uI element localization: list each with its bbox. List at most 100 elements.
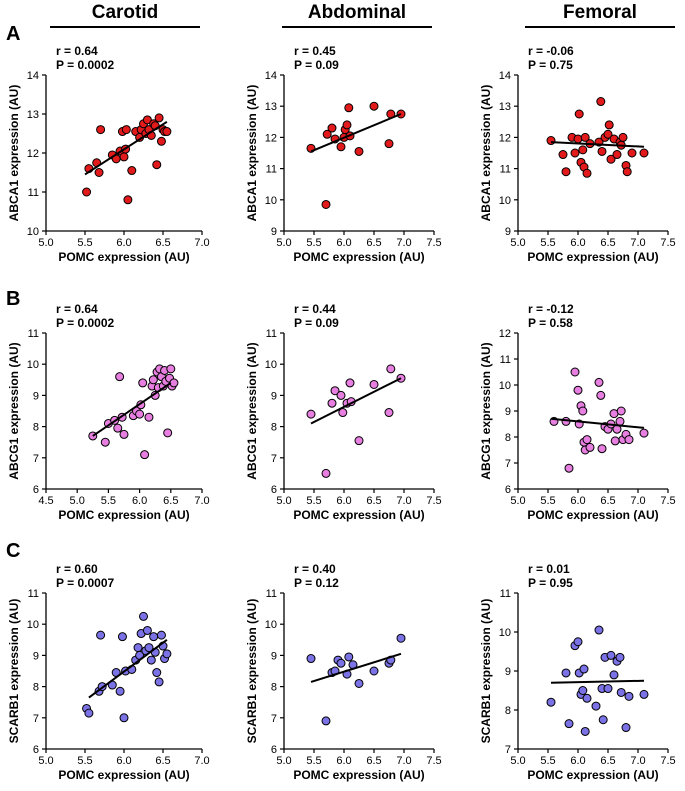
y-axis-label: ABCG1 expression (AU) (479, 342, 493, 479)
x-tick-label: 5.0 (510, 237, 525, 249)
data-point (570, 367, 580, 377)
panel-B-femoral: r = -0.12P = 0.58 6 7 8 9 10 11 12 5.0 5.5 6.0 6.5 7… (479, 302, 676, 522)
y-tick-label: 6 (271, 484, 277, 496)
data-point (573, 637, 583, 647)
data-point (396, 633, 406, 643)
data-point (156, 630, 166, 640)
x-axis-label: POMC expression (AU) (527, 250, 658, 264)
data-point (615, 652, 625, 662)
x-tick-label: 7.5 (426, 495, 441, 507)
y-tick-label: 8 (505, 432, 511, 444)
data-point (597, 444, 607, 454)
r-value: r = -0.12 (528, 302, 574, 316)
regression-line (92, 382, 172, 437)
regression-line (84, 120, 168, 176)
row-label-b: B (6, 288, 20, 310)
x-tick-label: 5.5 (306, 495, 321, 507)
data-point (624, 691, 634, 701)
data-point (582, 435, 592, 445)
x-tick-label: 6.0 (336, 495, 351, 507)
regression-line (550, 141, 645, 148)
y-tick-label: 11 (266, 164, 277, 176)
row-label-c: C (6, 540, 20, 562)
data-point (618, 132, 628, 142)
panel-C-carotid: r = 0.60P = 0.0007 6 7 8 9 10 11 5.0 5.5 6.0 6.5 7.… (7, 562, 210, 782)
x-tick-label: 6.0 (116, 755, 131, 767)
data-point (306, 409, 316, 419)
x-tick-label: 7.0 (194, 237, 209, 249)
y-tick-label: 7 (505, 744, 511, 756)
data-point (354, 146, 364, 156)
y-tick-label: 6 (505, 484, 511, 496)
data-point (322, 129, 332, 139)
data-point (154, 677, 164, 687)
y-tick-label: 11 (500, 164, 511, 176)
data-point (82, 187, 92, 197)
data-point (639, 689, 649, 699)
y-tick-label: 13 (27, 109, 39, 121)
y-tick-label: 8 (33, 422, 39, 434)
data-point (621, 723, 631, 733)
data-point (115, 686, 125, 696)
y-axis-label: SCARB1 expression (AU) (7, 599, 21, 744)
data-point (119, 429, 129, 439)
data-point (578, 145, 588, 155)
data-point (627, 148, 637, 158)
y-tick-label: 12 (265, 132, 277, 144)
p-value: P = 0.0002 (56, 58, 114, 72)
regression-line (310, 652, 402, 683)
y-tick-label: 11 (28, 588, 39, 600)
y-axis-label: ABCA1 expression (AU) (7, 85, 21, 222)
data-point (321, 716, 331, 726)
data-point (117, 632, 127, 642)
data-point (546, 136, 556, 146)
y-tick-label: 8 (271, 422, 277, 434)
y-tick-label: 10 (499, 195, 511, 207)
data-point (330, 386, 340, 396)
x-tick-label: 7.0 (630, 237, 645, 249)
y-tick-label: 10 (27, 359, 39, 371)
data-point (100, 437, 110, 447)
data-point (154, 113, 164, 123)
data-point (344, 652, 354, 662)
y-tick-label: 11 (28, 328, 39, 340)
data-point (594, 625, 604, 635)
data-point (96, 125, 106, 135)
data-point (336, 390, 346, 400)
data-point (386, 364, 396, 374)
r-value: r = 0.64 (56, 44, 98, 58)
x-tick-label: 6.5 (366, 755, 381, 767)
data-point (162, 649, 172, 659)
y-tick-label: 12 (499, 328, 511, 340)
data-point (564, 719, 574, 729)
p-value: P = 0.12 (294, 576, 339, 590)
y-tick-label: 11 (500, 588, 511, 600)
x-tick-label: 6.0 (570, 495, 585, 507)
data-point (606, 154, 616, 164)
data-point (94, 168, 104, 177)
x-tick-label: 7.5 (660, 495, 675, 507)
data-point (578, 406, 588, 416)
data-point (616, 687, 626, 697)
data-point (596, 97, 606, 107)
r-value: r = 0.60 (56, 562, 98, 576)
p-value: P = 0.58 (528, 316, 573, 330)
y-tick-label: 14 (499, 70, 511, 82)
data-point (610, 436, 620, 446)
y-axis-label: ABCG1 expression (AU) (245, 342, 259, 479)
y-tick-label: 8 (505, 705, 511, 717)
p-value: P = 0.09 (294, 316, 339, 330)
scatter-panels: r = 0.64P = 0.0002 10 11 12 13 14 5.0 5.5 6.0 6.5… (7, 44, 676, 782)
data-point (115, 372, 125, 382)
data-point (573, 385, 583, 395)
data-point (336, 658, 346, 668)
x-axis-label: POMC expression (AU) (527, 768, 658, 782)
data-point (144, 643, 154, 653)
regression-line (550, 417, 645, 429)
data-point (162, 127, 172, 137)
data-point (639, 428, 649, 438)
data-point (597, 146, 607, 156)
x-tick-label: 7.0 (396, 495, 411, 507)
y-tick-label: 11 (266, 328, 277, 340)
p-value: P = 0.75 (528, 58, 573, 72)
